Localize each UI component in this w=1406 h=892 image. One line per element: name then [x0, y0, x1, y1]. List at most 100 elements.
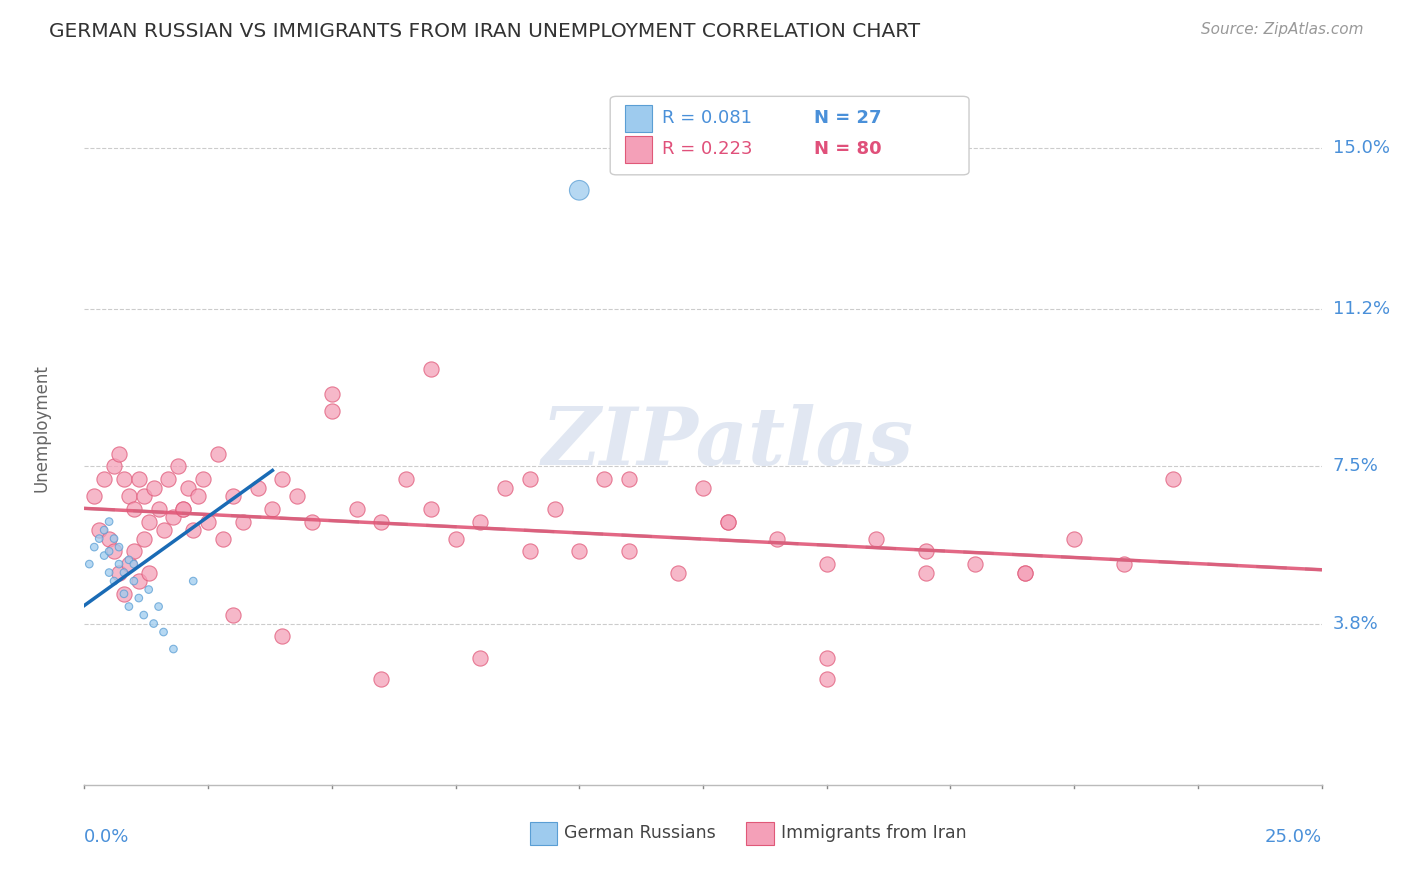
Point: [108, 540, 131, 554]
Text: R = 0.081: R = 0.081: [662, 110, 752, 128]
Point: [162, 642, 184, 657]
Point: [370, 515, 392, 529]
Point: [128, 591, 150, 605]
Text: 11.2%: 11.2%: [1333, 301, 1391, 318]
Point: [246, 481, 269, 495]
Point: [914, 566, 936, 580]
Point: [138, 566, 160, 580]
Point: [122, 501, 145, 516]
Text: Unemployment: Unemployment: [32, 364, 51, 492]
Point: [519, 544, 541, 558]
Point: [128, 472, 150, 486]
Point: [222, 489, 245, 503]
Point: [108, 557, 131, 571]
Point: [112, 587, 135, 601]
Point: [965, 557, 987, 571]
Text: R = 0.223: R = 0.223: [662, 140, 752, 158]
Point: [617, 544, 640, 558]
Point: [197, 515, 219, 529]
Bar: [747, 822, 773, 845]
Point: [98, 544, 121, 558]
Point: [346, 501, 368, 516]
Point: [593, 472, 616, 486]
Text: Source: ZipAtlas.com: Source: ZipAtlas.com: [1201, 22, 1364, 37]
Point: [617, 472, 640, 486]
Point: [103, 574, 125, 588]
Text: 7.5%: 7.5%: [1333, 458, 1379, 475]
Point: [395, 472, 418, 486]
Point: [1014, 566, 1036, 580]
Bar: [530, 822, 557, 845]
Point: [98, 566, 121, 580]
Point: [519, 472, 541, 486]
Point: [93, 472, 115, 486]
Point: [148, 501, 170, 516]
Point: [103, 544, 125, 558]
Point: [568, 544, 591, 558]
Text: N = 80: N = 80: [814, 140, 882, 158]
Point: [177, 481, 200, 495]
Point: [666, 566, 689, 580]
Point: [212, 532, 235, 546]
Point: [1063, 532, 1085, 546]
Point: [1112, 557, 1135, 571]
Point: [93, 523, 115, 537]
Bar: [626, 105, 652, 132]
Point: [118, 557, 141, 571]
Point: [142, 616, 165, 631]
Point: [89, 532, 111, 546]
Point: [181, 523, 204, 537]
Text: 0.0%: 0.0%: [84, 828, 129, 846]
Point: [132, 532, 155, 546]
Point: [152, 523, 174, 537]
Point: [1161, 472, 1184, 486]
Point: [1014, 566, 1036, 580]
Point: [321, 404, 343, 418]
Point: [83, 489, 105, 503]
Point: [138, 515, 160, 529]
Point: [108, 566, 131, 580]
Point: [717, 515, 740, 529]
Point: [543, 501, 565, 516]
Point: [494, 481, 516, 495]
Point: [207, 447, 229, 461]
Point: [98, 515, 121, 529]
Point: [152, 625, 174, 640]
Point: [93, 549, 115, 563]
Point: [103, 532, 125, 546]
Point: [301, 515, 323, 529]
Point: [865, 532, 887, 546]
Point: [187, 489, 209, 503]
Point: [568, 183, 591, 197]
Point: [815, 672, 838, 686]
Point: [167, 459, 190, 474]
Point: [172, 501, 194, 516]
Point: [132, 608, 155, 623]
Point: [103, 459, 125, 474]
Point: [83, 540, 105, 554]
Point: [79, 557, 101, 571]
Point: [122, 557, 145, 571]
Point: [285, 489, 308, 503]
Point: [271, 629, 294, 643]
Point: [692, 481, 714, 495]
Point: [98, 532, 121, 546]
Point: [112, 472, 135, 486]
Point: [122, 544, 145, 558]
Point: [122, 574, 145, 588]
Point: [419, 361, 441, 376]
Point: [370, 672, 392, 686]
Point: [118, 599, 141, 614]
Point: [108, 447, 131, 461]
Point: [232, 515, 254, 529]
Text: 3.8%: 3.8%: [1333, 615, 1378, 632]
Point: [815, 650, 838, 665]
Point: [766, 532, 789, 546]
Text: N = 27: N = 27: [814, 110, 882, 128]
Bar: [626, 136, 652, 162]
Point: [444, 532, 467, 546]
Point: [321, 387, 343, 401]
Point: [162, 510, 184, 524]
Text: 25.0%: 25.0%: [1264, 828, 1322, 846]
Point: [262, 501, 284, 516]
